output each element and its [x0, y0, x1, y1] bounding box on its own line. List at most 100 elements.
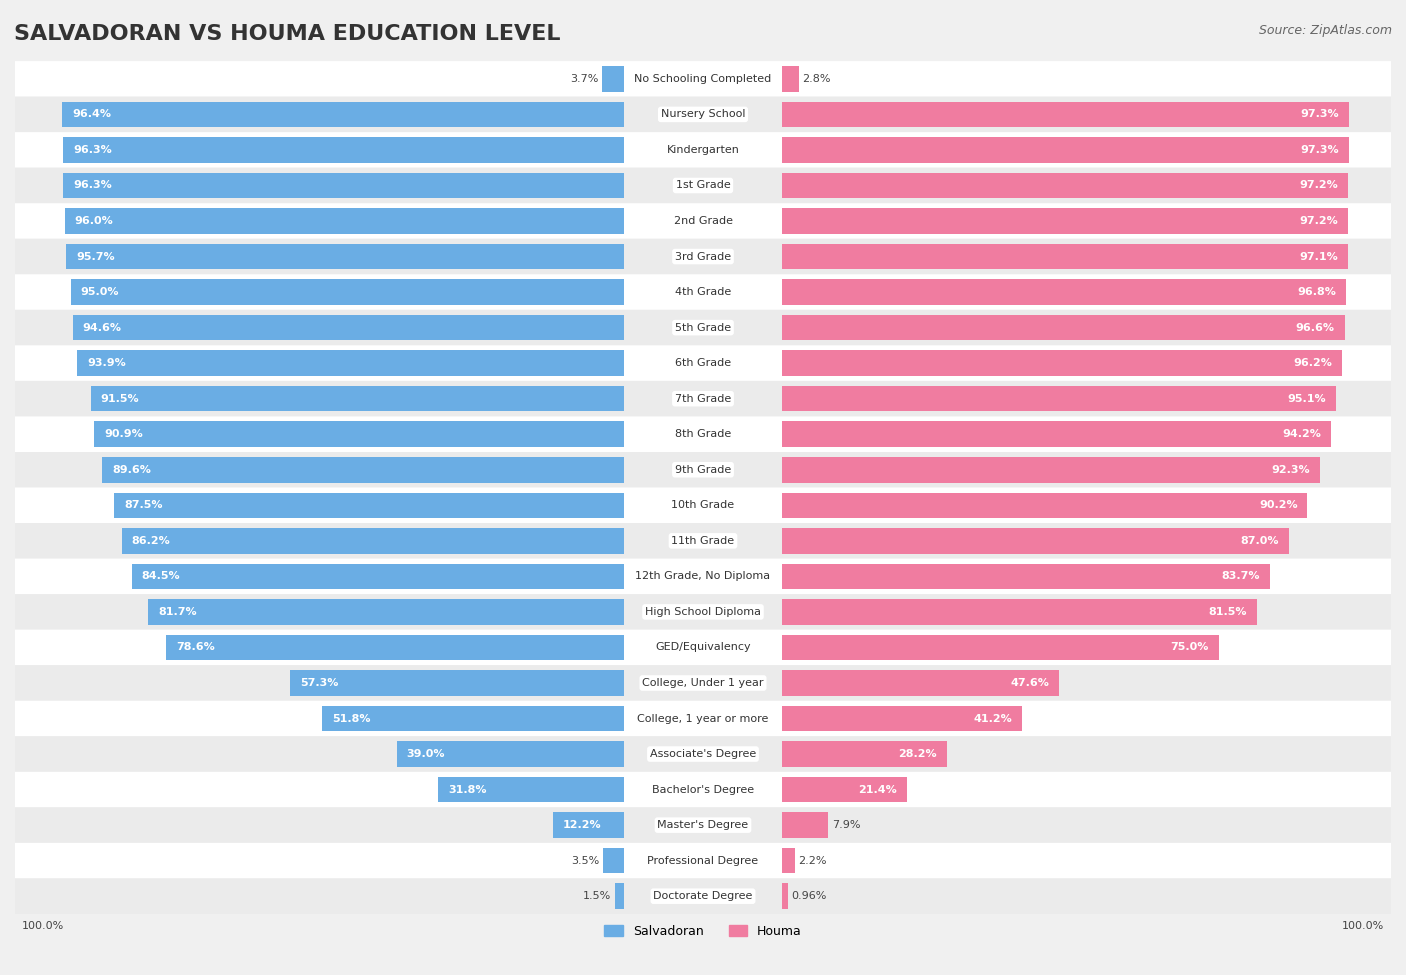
Text: 3.5%: 3.5% — [572, 856, 600, 866]
Text: 97.2%: 97.2% — [1299, 180, 1339, 190]
Text: 81.7%: 81.7% — [157, 606, 197, 617]
FancyBboxPatch shape — [8, 310, 1398, 345]
Bar — [782, 564, 1270, 589]
FancyBboxPatch shape — [8, 559, 1398, 594]
Bar — [782, 421, 1330, 447]
Text: Professional Degree: Professional Degree — [647, 856, 759, 866]
Bar — [782, 66, 799, 92]
Text: 83.7%: 83.7% — [1222, 571, 1260, 581]
Bar — [553, 812, 624, 838]
Bar — [94, 421, 624, 447]
Bar — [166, 635, 624, 660]
FancyBboxPatch shape — [8, 381, 1398, 416]
Text: SALVADORAN VS HOUMA EDUCATION LEVEL: SALVADORAN VS HOUMA EDUCATION LEVEL — [14, 24, 561, 45]
Bar — [132, 564, 624, 589]
Text: 3rd Grade: 3rd Grade — [675, 252, 731, 261]
Text: 41.2%: 41.2% — [973, 714, 1012, 723]
Text: GED/Equivalency: GED/Equivalency — [655, 643, 751, 652]
Text: 7.9%: 7.9% — [832, 820, 860, 830]
Bar — [73, 315, 624, 340]
Bar — [782, 777, 907, 802]
FancyBboxPatch shape — [8, 665, 1398, 701]
Bar — [782, 812, 828, 838]
Text: 95.1%: 95.1% — [1288, 394, 1326, 404]
FancyBboxPatch shape — [8, 61, 1398, 97]
Text: Master's Degree: Master's Degree — [658, 820, 748, 830]
Bar — [63, 173, 624, 198]
Bar — [602, 66, 624, 92]
Text: 9th Grade: 9th Grade — [675, 465, 731, 475]
Text: 7th Grade: 7th Grade — [675, 394, 731, 404]
FancyBboxPatch shape — [8, 878, 1398, 914]
Bar — [782, 706, 1022, 731]
Text: 1.5%: 1.5% — [583, 891, 612, 901]
Text: 97.1%: 97.1% — [1299, 252, 1337, 261]
Text: 1st Grade: 1st Grade — [676, 180, 730, 190]
Text: 84.5%: 84.5% — [142, 571, 180, 581]
Text: 92.3%: 92.3% — [1271, 465, 1310, 475]
FancyBboxPatch shape — [8, 203, 1398, 239]
Text: 12th Grade, No Diploma: 12th Grade, No Diploma — [636, 571, 770, 581]
Text: 31.8%: 31.8% — [449, 785, 486, 795]
Text: 96.2%: 96.2% — [1294, 358, 1333, 369]
FancyBboxPatch shape — [8, 133, 1398, 168]
FancyBboxPatch shape — [8, 807, 1398, 843]
Text: 10th Grade: 10th Grade — [672, 500, 734, 510]
FancyBboxPatch shape — [8, 168, 1398, 203]
Text: 96.3%: 96.3% — [73, 180, 111, 190]
Text: 94.2%: 94.2% — [1282, 429, 1320, 439]
Bar — [396, 741, 624, 767]
Text: 96.6%: 96.6% — [1296, 323, 1334, 332]
Bar — [62, 101, 624, 127]
Text: Nursery School: Nursery School — [661, 109, 745, 119]
Text: 97.3%: 97.3% — [1301, 109, 1339, 119]
Bar — [782, 599, 1257, 625]
Text: 0.96%: 0.96% — [792, 891, 827, 901]
Legend: Salvadoran, Houma: Salvadoran, Houma — [599, 920, 807, 943]
Bar — [782, 883, 787, 909]
Bar — [322, 706, 624, 731]
Text: College, 1 year or more: College, 1 year or more — [637, 714, 769, 723]
Text: 28.2%: 28.2% — [898, 749, 936, 760]
Text: 2.2%: 2.2% — [799, 856, 827, 866]
Text: 2nd Grade: 2nd Grade — [673, 216, 733, 226]
Text: 96.8%: 96.8% — [1298, 287, 1336, 297]
Bar — [782, 528, 1289, 554]
Text: 11th Grade: 11th Grade — [672, 536, 734, 546]
Text: 5th Grade: 5th Grade — [675, 323, 731, 332]
Text: 21.4%: 21.4% — [858, 785, 897, 795]
Text: 95.7%: 95.7% — [76, 252, 115, 261]
Text: No Schooling Completed: No Schooling Completed — [634, 74, 772, 84]
Text: 2.8%: 2.8% — [801, 74, 831, 84]
FancyBboxPatch shape — [8, 488, 1398, 523]
Text: 39.0%: 39.0% — [406, 749, 444, 760]
FancyBboxPatch shape — [8, 523, 1398, 559]
Bar — [782, 315, 1344, 340]
Text: 87.5%: 87.5% — [124, 500, 163, 510]
Bar — [782, 386, 1336, 411]
Text: 100.0%: 100.0% — [21, 921, 63, 931]
Text: 96.0%: 96.0% — [75, 216, 114, 226]
Text: 57.3%: 57.3% — [299, 678, 339, 688]
Bar — [114, 492, 624, 518]
Bar — [782, 137, 1348, 163]
Bar — [782, 492, 1308, 518]
Bar — [782, 670, 1060, 696]
FancyBboxPatch shape — [8, 274, 1398, 310]
Bar — [439, 777, 624, 802]
Bar — [603, 848, 624, 874]
Bar — [63, 137, 624, 163]
Text: 93.9%: 93.9% — [87, 358, 125, 369]
Text: 90.2%: 90.2% — [1258, 500, 1298, 510]
Text: 90.9%: 90.9% — [104, 429, 143, 439]
Text: Associate's Degree: Associate's Degree — [650, 749, 756, 760]
Text: 94.6%: 94.6% — [83, 323, 122, 332]
FancyBboxPatch shape — [8, 736, 1398, 772]
Bar — [782, 244, 1348, 269]
Text: Bachelor's Degree: Bachelor's Degree — [652, 785, 754, 795]
Bar — [122, 528, 624, 554]
FancyBboxPatch shape — [8, 239, 1398, 274]
Bar — [782, 635, 1219, 660]
Bar — [77, 350, 624, 376]
Bar — [782, 279, 1346, 305]
